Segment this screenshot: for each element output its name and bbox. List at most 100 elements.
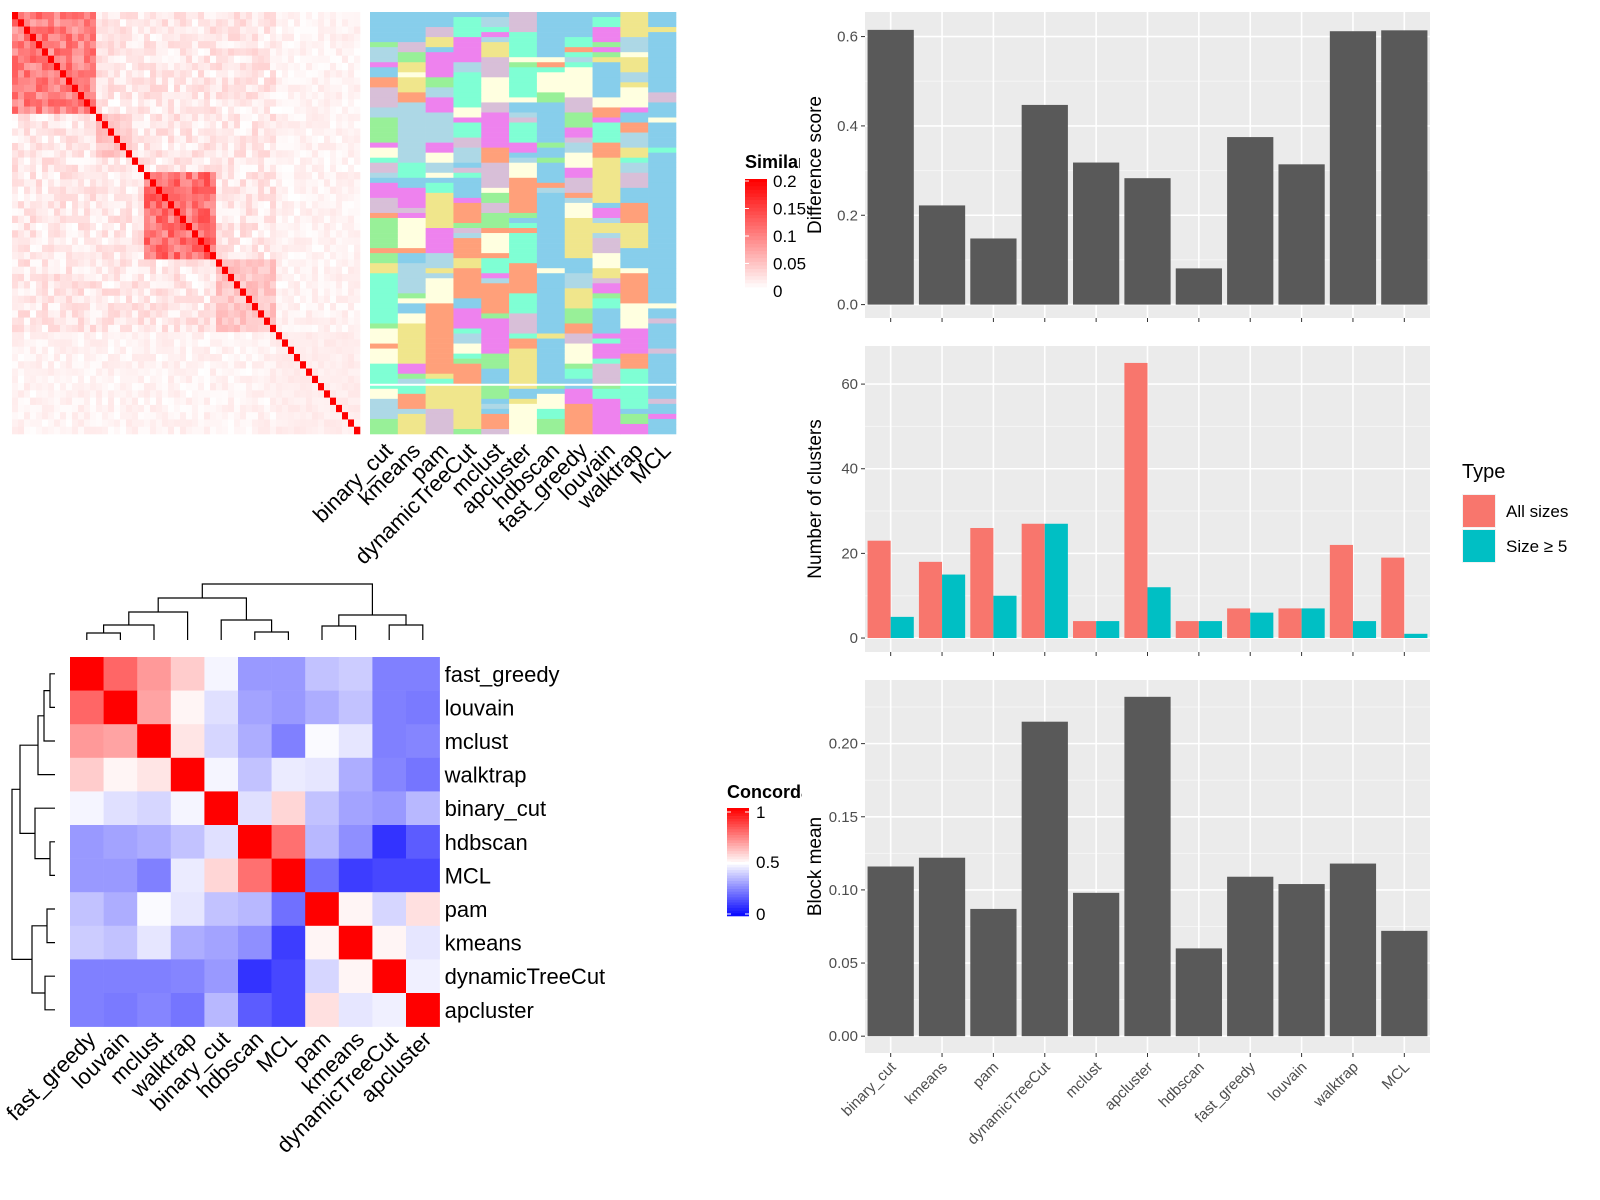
similarity-cell [144,186,151,195]
bar-size-ge-5 [1301,608,1325,639]
cluster-cell [370,212,399,219]
similarity-cell [354,281,361,289]
cluster-cell [564,263,593,269]
similarity-cell [168,84,175,93]
similarity-cell [108,397,115,406]
similarity-cell [84,237,91,246]
similarity-cell [162,252,169,260]
similarity-cell [108,281,115,289]
similarity-cell [132,48,139,56]
similarity-cell [108,404,115,413]
cluster-cell [481,258,510,264]
cluster-cell [509,223,538,229]
cluster-cell [370,348,399,354]
similarity-cell [90,288,97,297]
cluster-assignment-matrix [370,12,677,435]
cluster-cell [481,132,510,138]
concordance-cell [204,690,239,725]
similarity-cell [102,193,109,202]
cluster-cell [648,343,677,349]
similarity-cell [60,26,67,35]
similarity-cell [84,12,91,20]
similarity-cell [108,84,115,93]
cluster-cell [453,202,482,209]
cluster-cell [648,303,677,309]
similarity-cell [84,62,91,71]
similarity-cell [312,55,319,64]
cluster-cell [370,258,399,264]
similarity-cell [294,310,301,318]
cluster-cell [481,107,510,113]
similarity-cell [246,361,253,369]
similarity-cell [282,426,289,435]
similarity-cell [210,26,217,35]
similarity-cell [90,237,97,246]
similarity-cell [186,26,193,35]
similarity-cell [30,55,37,64]
similarity-cell [108,310,115,318]
similarity-cell [186,19,193,27]
similarity-cell [306,237,313,246]
similarity-cell [342,390,349,398]
similarity-cell [132,412,139,420]
similarity-cell [288,361,295,369]
similarity-cell [258,193,265,202]
cluster-cell [620,298,649,304]
cluster-cell [536,32,566,38]
cluster-cell [481,383,510,390]
similarity-cell [228,295,235,304]
similarity-cell [132,135,139,144]
similarity-cell [36,128,43,136]
similarity-cell [348,324,355,333]
similarity-cell [174,404,181,413]
similarity-cell [300,244,307,253]
similarity-cell [156,201,163,209]
similarity-cell [198,33,205,42]
similarity-cell [204,244,211,253]
cluster-cell [620,147,649,153]
concordance-cell [338,690,373,725]
similarity-cell [342,223,349,231]
similarity-cell [150,237,157,246]
similarity-cell [24,84,31,93]
concordance-cell [103,690,138,725]
similarity-cell [162,164,169,173]
similarity-cell [48,77,55,86]
similarity-cell [264,317,271,326]
similarity-cell [168,353,175,362]
similarity-cell [324,339,331,347]
cluster-cell [564,217,593,224]
similarity-cell [138,244,145,253]
cluster-cell [592,328,621,334]
similarity-cell [288,172,295,180]
similarity-cell [222,164,229,173]
similarity-cell [156,361,163,369]
similarity-cell [282,404,289,413]
similarity-cell [120,48,127,56]
similarity-cell [348,273,355,282]
similarity-cell [324,128,331,136]
similarity-cell [294,353,301,362]
similarity-cell [60,33,67,42]
similarity-cell [234,33,241,42]
cluster-cell [370,207,399,214]
similarity-cell [126,404,133,413]
similarity-cell [126,419,133,428]
similarity-cell [276,26,283,35]
cluster-cell [509,92,538,98]
similarity-cell [288,157,295,166]
cluster-cell [397,187,426,194]
cluster-cell [370,22,399,28]
similarity-cell [36,77,43,86]
cluster-cell [648,27,677,33]
similarity-cell [282,208,289,217]
similarity-cell [270,84,277,93]
cluster-cell [425,408,454,415]
similarity-cell [48,128,55,136]
similarity-cell [258,273,265,282]
similarity-cell [276,375,283,384]
similarity-cell [180,201,187,209]
similarity-cell [156,113,163,122]
similarity-cell [24,157,31,166]
similarity-cell [96,244,103,253]
